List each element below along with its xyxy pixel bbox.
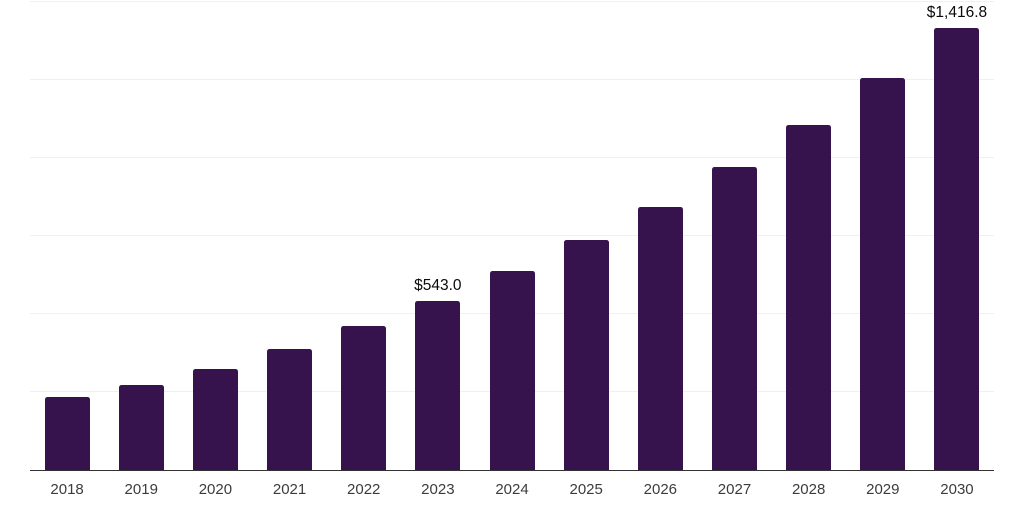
bar-band-2028 — [772, 2, 846, 470]
value-label-2023: $543.0 — [414, 276, 462, 294]
bar-band-2021 — [252, 2, 326, 470]
x-tick-label-2027: 2027 — [717, 481, 752, 498]
bar-band-2019 — [104, 2, 178, 470]
bar-2030 — [934, 27, 980, 470]
bar-2024 — [489, 270, 535, 470]
bar-2023 — [415, 300, 461, 470]
x-axis: 2018 2019 2020 2021 2022 2023 2024 2025 2026 2027… — [30, 481, 994, 498]
bar-band-2025 — [549, 2, 623, 470]
bars-layer: $543.0 $1,416.8 — [30, 2, 994, 470]
gridline-1000 — [30, 157, 994, 158]
bar-2027 — [711, 167, 757, 470]
bar-2019 — [118, 385, 164, 470]
x-tick-label-2022: 2022 — [347, 481, 381, 498]
x-tick-label-2024: 2024 — [495, 481, 529, 498]
bar-band-2020 — [178, 2, 252, 470]
bar-2028 — [786, 124, 832, 470]
bar-2026 — [637, 206, 683, 470]
x-tick-label-2021: 2021 — [272, 481, 307, 498]
bar-band-2027 — [697, 2, 771, 470]
bar-2018 — [44, 397, 90, 470]
bar-2021 — [267, 348, 313, 470]
x-tick-label-2025: 2025 — [569, 481, 603, 498]
gridline-1250 — [30, 79, 994, 80]
bar-2020 — [192, 368, 238, 470]
gridline-750 — [30, 235, 994, 236]
bar-2025 — [563, 240, 609, 470]
bar-band-2030: $1,416.8 — [920, 2, 994, 470]
x-tick-label-2029: 2029 — [866, 481, 900, 498]
x-tick-label-2030: 2030 — [940, 481, 974, 498]
bar-2022 — [341, 326, 387, 470]
bar-band-2024 — [475, 2, 549, 470]
x-tick-label-2019: 2019 — [124, 481, 158, 498]
x-tick-label-2018: 2018 — [50, 481, 84, 498]
gridline-1500 — [30, 1, 994, 2]
bar-band-2029 — [846, 2, 920, 470]
x-tick-label-2020: 2020 — [198, 481, 233, 498]
bar-band-2023: $543.0 — [401, 2, 475, 470]
bar-band-2022 — [327, 2, 401, 470]
x-tick-label-2028: 2028 — [791, 481, 826, 498]
bar-band-2018 — [30, 2, 104, 470]
plot-area: $543.0 $1,416.8 — [30, 1, 994, 471]
bar-2029 — [860, 78, 906, 470]
bar-band-2026 — [623, 2, 697, 470]
x-tick-label-2023: 2023 — [421, 481, 455, 498]
value-label-2030: $1,416.8 — [926, 3, 988, 21]
x-tick-label-2026: 2026 — [643, 481, 678, 498]
